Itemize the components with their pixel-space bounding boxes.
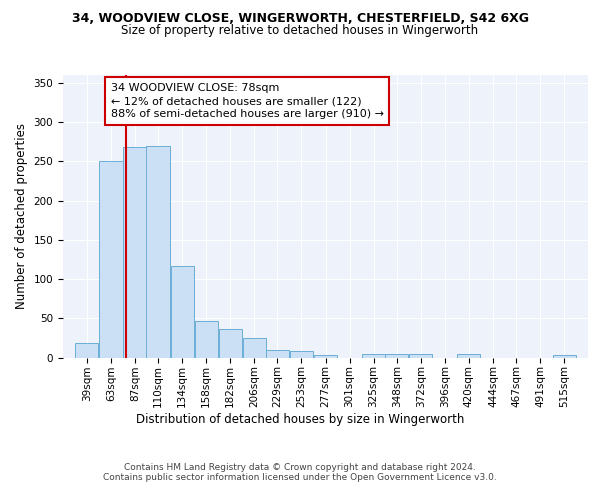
Bar bbox=[290, 351, 313, 358]
Text: Distribution of detached houses by size in Wingerworth: Distribution of detached houses by size … bbox=[136, 412, 464, 426]
Text: 34 WOODVIEW CLOSE: 78sqm
← 12% of detached houses are smaller (122)
88% of semi-: 34 WOODVIEW CLOSE: 78sqm ← 12% of detach… bbox=[111, 83, 384, 119]
Bar bbox=[100, 162, 122, 358]
Bar bbox=[146, 146, 170, 358]
Bar bbox=[553, 355, 576, 358]
Text: Size of property relative to detached houses in Wingerworth: Size of property relative to detached ho… bbox=[121, 24, 479, 37]
Bar bbox=[243, 338, 266, 357]
Bar bbox=[457, 354, 481, 358]
Bar bbox=[218, 329, 242, 358]
Bar bbox=[170, 266, 194, 358]
Bar bbox=[75, 344, 98, 357]
Text: Contains HM Land Registry data © Crown copyright and database right 2024.
Contai: Contains HM Land Registry data © Crown c… bbox=[103, 462, 497, 482]
Bar bbox=[194, 322, 218, 358]
Bar bbox=[409, 354, 433, 358]
Y-axis label: Number of detached properties: Number of detached properties bbox=[15, 123, 28, 309]
Text: 34, WOODVIEW CLOSE, WINGERWORTH, CHESTERFIELD, S42 6XG: 34, WOODVIEW CLOSE, WINGERWORTH, CHESTER… bbox=[71, 12, 529, 26]
Bar bbox=[314, 355, 337, 358]
Bar bbox=[124, 147, 146, 358]
Bar bbox=[362, 354, 385, 358]
Bar bbox=[266, 350, 289, 358]
Bar bbox=[385, 354, 408, 358]
